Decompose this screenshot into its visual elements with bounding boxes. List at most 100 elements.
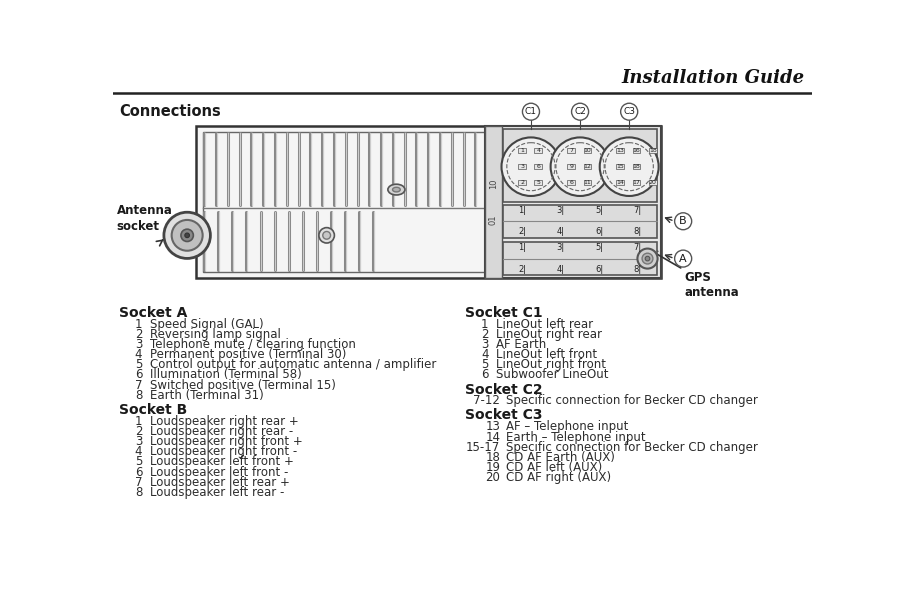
Text: LineOut right rear: LineOut right rear (496, 328, 603, 341)
Circle shape (323, 231, 330, 239)
Text: Illumination (Terminal 58): Illumination (Terminal 58) (150, 368, 301, 381)
Text: 2|: 2| (519, 265, 527, 274)
Text: Earth (Terminal 31): Earth (Terminal 31) (150, 389, 263, 402)
Text: 8: 8 (134, 486, 143, 499)
Text: 8|: 8| (633, 228, 641, 237)
Text: Loudspeaker right rear +: Loudspeaker right rear + (150, 415, 299, 428)
Text: 7: 7 (134, 379, 143, 392)
Text: 5: 5 (482, 358, 489, 371)
Text: 17: 17 (632, 181, 640, 185)
Bar (535, 163, 542, 169)
Text: Reversing lamp signal: Reversing lamp signal (150, 328, 281, 341)
Ellipse shape (388, 184, 405, 195)
Text: Subwoofer LineOut: Subwoofer LineOut (496, 368, 609, 381)
Bar (503, 205, 657, 238)
Text: LineOut right front: LineOut right front (496, 358, 606, 371)
Bar (584, 148, 592, 153)
Circle shape (621, 103, 638, 120)
Bar (203, 132, 655, 272)
Text: Loudspeaker left front +: Loudspeaker left front + (150, 456, 294, 468)
Text: 6: 6 (481, 368, 489, 381)
Text: Socket C2: Socket C2 (465, 382, 543, 397)
Circle shape (675, 250, 692, 267)
Text: 10: 10 (584, 148, 592, 153)
Bar (616, 148, 624, 153)
Circle shape (164, 212, 210, 259)
Text: Specific connection for Becker CD changer: Specific connection for Becker CD change… (506, 395, 759, 407)
Circle shape (181, 229, 193, 242)
Text: Speed Signal (GAL): Speed Signal (GAL) (150, 318, 263, 331)
Text: 8|: 8| (633, 265, 641, 274)
Text: 01: 01 (489, 215, 498, 225)
Text: 5|: 5| (595, 206, 603, 215)
Text: 12: 12 (584, 164, 592, 169)
Bar (632, 148, 640, 153)
Bar (649, 180, 657, 185)
Bar (503, 242, 657, 275)
Text: AF – Telephone input: AF – Telephone input (506, 420, 629, 433)
Text: 1|: 1| (519, 243, 527, 253)
Text: Control output for automatic antenna / amplifier: Control output for automatic antenna / a… (150, 358, 437, 371)
Text: C2: C2 (575, 107, 586, 116)
Text: 6: 6 (537, 164, 540, 169)
Text: 20: 20 (649, 181, 657, 185)
Text: 5: 5 (134, 456, 143, 468)
Text: 6: 6 (134, 368, 143, 381)
Text: 4|: 4| (557, 265, 565, 274)
Text: Loudspeaker right front +: Loudspeaker right front + (150, 435, 303, 448)
Bar (632, 163, 640, 169)
Text: B: B (679, 217, 687, 226)
Text: CD AF right (AUX): CD AF right (AUX) (506, 471, 612, 484)
Text: 1: 1 (481, 318, 489, 331)
Text: 7-12: 7-12 (474, 395, 501, 407)
Text: Loudspeaker right front -: Loudspeaker right front - (150, 445, 297, 458)
Text: 2: 2 (134, 328, 143, 341)
Text: Socket A: Socket A (119, 306, 188, 320)
Text: 7: 7 (134, 476, 143, 489)
Text: 3: 3 (520, 164, 524, 169)
Text: Installation Guide: Installation Guide (621, 69, 805, 87)
Text: 18: 18 (649, 148, 657, 153)
Text: 1|: 1| (519, 206, 527, 215)
Circle shape (522, 103, 539, 120)
Text: 3|: 3| (557, 243, 565, 253)
Text: 13: 13 (485, 420, 501, 433)
Circle shape (645, 256, 649, 261)
Text: Loudspeaker left rear +: Loudspeaker left rear + (150, 476, 290, 489)
Circle shape (600, 137, 658, 196)
Text: 4: 4 (481, 348, 489, 361)
Text: 18: 18 (632, 164, 640, 169)
Text: 2|: 2| (519, 228, 527, 237)
Circle shape (502, 137, 560, 196)
Bar (616, 163, 624, 169)
Text: 2: 2 (520, 181, 524, 185)
Ellipse shape (392, 187, 400, 192)
Text: 2: 2 (481, 328, 489, 341)
Circle shape (185, 233, 189, 238)
Text: GPS
antenna: GPS antenna (685, 271, 740, 299)
Text: A: A (679, 254, 687, 264)
Text: 1: 1 (520, 148, 524, 153)
Text: 4: 4 (134, 445, 143, 458)
Text: 1: 1 (134, 318, 143, 331)
Text: 8: 8 (134, 389, 143, 402)
Bar (519, 148, 526, 153)
Text: 18: 18 (485, 451, 501, 464)
Text: CD AF Earth (AUX): CD AF Earth (AUX) (506, 451, 615, 464)
Text: 9: 9 (569, 164, 574, 169)
Text: Socket C3: Socket C3 (465, 409, 543, 423)
Circle shape (319, 228, 335, 243)
Text: 20: 20 (485, 471, 501, 484)
Bar (567, 163, 575, 169)
Bar (535, 148, 542, 153)
Text: 13: 13 (616, 148, 624, 153)
Text: Loudspeaker left rear -: Loudspeaker left rear - (150, 486, 284, 499)
Bar (567, 180, 575, 185)
Text: 7|: 7| (633, 206, 641, 215)
Text: 16: 16 (632, 148, 640, 153)
Circle shape (638, 249, 658, 268)
Text: Antenna
socket: Antenna socket (116, 204, 172, 233)
Text: 10: 10 (489, 178, 498, 188)
Text: AF Earth: AF Earth (496, 338, 547, 351)
Bar (632, 180, 640, 185)
